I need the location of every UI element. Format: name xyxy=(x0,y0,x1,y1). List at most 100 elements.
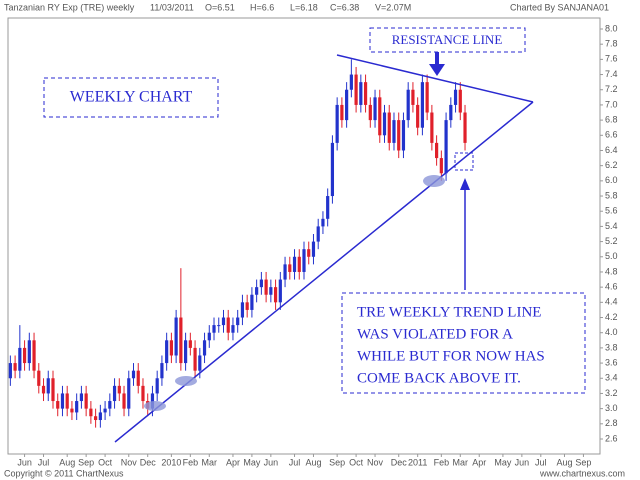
y-tick-label: 4.8 xyxy=(605,266,618,276)
y-tick-label: 3.2 xyxy=(605,388,618,398)
candle-body xyxy=(65,393,69,409)
resistance-trend-line xyxy=(336,54,534,103)
y-tick-label: 6.0 xyxy=(605,175,618,185)
candle-body xyxy=(245,302,249,310)
x-tick-label: Feb xyxy=(434,457,450,467)
candle-body xyxy=(169,340,173,356)
y-tick-label: 5.6 xyxy=(605,206,618,216)
note-line: WAS VIOLATED FOR A xyxy=(357,326,513,342)
candle-body xyxy=(307,249,311,257)
x-tick-label: Aug xyxy=(59,457,75,467)
candle-body xyxy=(444,120,448,174)
candle-body xyxy=(8,363,12,379)
note-line: WHILE BUT FOR NOW HAS xyxy=(357,348,545,364)
x-tick-label: Sep xyxy=(78,457,94,467)
candle-body xyxy=(155,378,159,394)
candle-body xyxy=(136,370,140,386)
stock-title: Tanzanian RY Exp (TRE) weekly xyxy=(4,2,135,12)
date: 11/03/2011 xyxy=(150,2,194,12)
candle-body xyxy=(79,393,84,402)
candle-body xyxy=(207,332,211,341)
x-tick-label: May xyxy=(494,457,512,467)
candle-body xyxy=(269,287,273,295)
candle-body xyxy=(22,347,27,364)
y-tick-label: 7.0 xyxy=(605,99,618,109)
y-tick-label: 2.6 xyxy=(605,433,618,443)
x-tick-label: Aug xyxy=(556,457,572,467)
candle-body xyxy=(259,279,263,288)
candle-body xyxy=(392,120,396,143)
candle-body xyxy=(283,264,287,280)
weekly-box xyxy=(43,77,219,118)
candle-body xyxy=(273,287,278,303)
resistance-box xyxy=(369,27,526,53)
touch-point xyxy=(175,376,197,386)
y-tick-label: 8.0 xyxy=(605,23,618,33)
y-tick-label: 4.6 xyxy=(605,282,618,292)
note-line: COME BACK ABOVE IT. xyxy=(357,370,521,386)
x-tick-label: Jun xyxy=(17,457,32,467)
candle-body xyxy=(236,317,240,326)
candle-body xyxy=(60,393,65,409)
candle-body xyxy=(368,104,372,121)
website: www.chartnexus.com xyxy=(539,468,625,478)
y-tick-label: 6.2 xyxy=(605,160,618,170)
touch-point xyxy=(144,401,166,411)
candle-body xyxy=(255,287,259,295)
x-tick-label: Dec xyxy=(391,457,408,467)
candle-body xyxy=(397,120,401,151)
candle-body xyxy=(311,241,316,257)
note-box xyxy=(341,292,586,394)
candle-body xyxy=(46,378,50,394)
candle-body xyxy=(345,89,349,121)
candle-body xyxy=(198,355,202,371)
candle-body xyxy=(94,416,98,421)
touch-point xyxy=(423,175,445,187)
y-tick-label: 4.0 xyxy=(605,327,618,337)
x-tick-label: Nov xyxy=(367,457,384,467)
candle-body xyxy=(363,82,368,105)
candle-body xyxy=(221,317,226,326)
open-value: O=6.51 xyxy=(205,2,235,12)
y-tick-label: 2.8 xyxy=(605,418,618,428)
y-tick-label: 4.4 xyxy=(605,297,618,307)
candle-body xyxy=(420,82,424,128)
candle-body xyxy=(188,340,192,348)
candle-body xyxy=(89,408,93,417)
candle-body xyxy=(321,218,325,227)
candle-body xyxy=(330,142,335,197)
y-tick-label: 7.4 xyxy=(605,69,618,79)
candle-body xyxy=(278,279,282,303)
y-tick-label: 3.8 xyxy=(605,342,618,352)
candle-body xyxy=(378,97,382,136)
y-tick-label: 7.2 xyxy=(605,84,618,94)
candle-body xyxy=(288,264,292,272)
candle-body xyxy=(416,104,420,128)
candle-body xyxy=(264,279,268,295)
candle-body xyxy=(18,347,22,371)
y-tick-label: 6.4 xyxy=(605,145,618,155)
candle-body xyxy=(387,112,391,143)
candle-body xyxy=(435,142,439,159)
candle-body xyxy=(32,340,36,371)
candle-body xyxy=(174,317,178,356)
candle-body xyxy=(316,226,320,242)
resistance-label: RESISTANCE LINE xyxy=(392,32,503,47)
candle-body xyxy=(411,89,415,105)
candle-body xyxy=(406,89,410,121)
candle-body xyxy=(401,120,406,151)
close-value: C=6.38 xyxy=(330,2,359,12)
candle-body xyxy=(122,393,126,409)
y-tick-label: 5.8 xyxy=(605,190,618,200)
candle-body xyxy=(41,385,46,394)
y-tick-label: 5.2 xyxy=(605,236,618,246)
candle-body xyxy=(127,378,131,409)
x-tick-label: Mar xyxy=(202,457,218,467)
x-tick-label: Jul xyxy=(289,457,301,467)
candle-body xyxy=(340,104,344,121)
candle-body xyxy=(141,385,145,402)
y-tick-label: 6.8 xyxy=(605,114,618,124)
candle-body xyxy=(131,370,136,379)
